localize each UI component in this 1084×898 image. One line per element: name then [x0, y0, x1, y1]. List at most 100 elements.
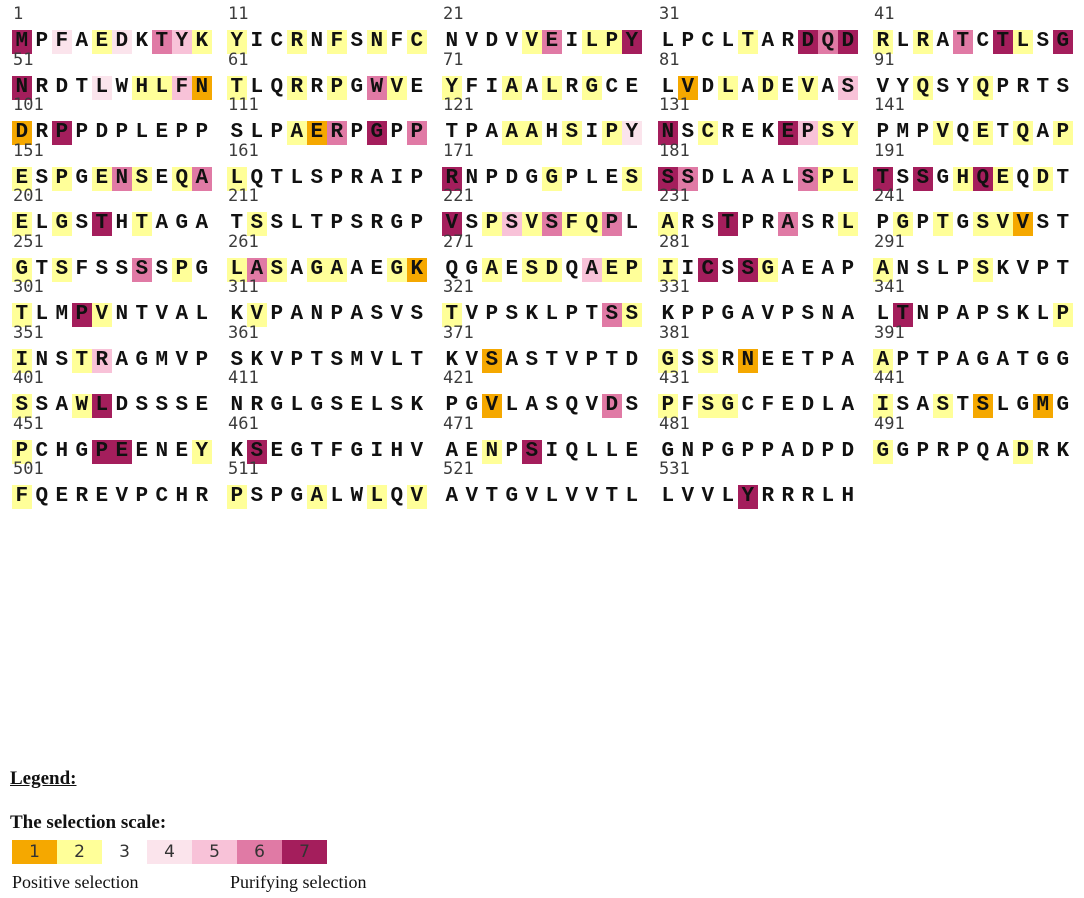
residue: K: [758, 121, 778, 145]
residue: P: [1053, 303, 1073, 327]
position-number: 341: [874, 277, 905, 297]
residue: L: [152, 75, 172, 100]
residue: P: [698, 303, 718, 327]
sequence-block: 131 N S C R E K E P S Y: [650, 91, 858, 153]
sequence-grid: 1 M P F A E D K T Y K 11 Y I C R N F S N F C 21 N V D V V E I L P Y 31 L P C…: [4, 0, 1073, 509]
residue: F: [12, 485, 32, 509]
residue: V: [698, 485, 718, 509]
residue: N: [893, 257, 913, 282]
residue: S: [522, 348, 542, 373]
residue: S: [462, 212, 482, 236]
residue: G: [52, 212, 72, 236]
residue: L: [622, 485, 642, 509]
position-number: 1: [13, 4, 24, 24]
residue: G: [893, 212, 913, 236]
residue: P: [347, 121, 367, 145]
residue: P: [758, 439, 778, 464]
residue: C: [267, 30, 287, 54]
residue: A: [327, 257, 347, 282]
residue: P: [442, 394, 462, 418]
residue: V: [582, 485, 602, 509]
residue: T: [1053, 212, 1073, 236]
residue: A: [582, 257, 602, 282]
sequence-block: 461 K S E G T F G I H V: [219, 410, 427, 472]
residue: E: [798, 257, 818, 282]
residue: L: [582, 166, 602, 191]
sequence-block: 441 I S A S T S L G M G: [865, 364, 1073, 426]
residue: A: [953, 348, 973, 373]
position-number: 461: [228, 413, 259, 434]
sequence-block: 31 L P C L T A R D Q D: [650, 0, 858, 62]
residue: P: [192, 121, 212, 145]
residue: L: [658, 75, 678, 100]
residue: Y: [838, 121, 858, 145]
residue: S: [327, 394, 347, 418]
residue: L: [718, 75, 738, 100]
residue: N: [367, 30, 387, 54]
position-number: 21: [443, 4, 464, 24]
position-number: 491: [874, 413, 905, 434]
residue: T: [267, 166, 287, 191]
residue: Q: [1013, 166, 1033, 191]
position-number: 451: [13, 413, 44, 434]
residue: A: [993, 348, 1013, 373]
residue: P: [913, 212, 933, 236]
sequence-block: 191 T S S G H Q E Q D T: [865, 137, 1073, 199]
residue: G: [873, 439, 893, 464]
residue: V: [798, 75, 818, 100]
residue: G: [582, 75, 602, 100]
scale-swatch-3: 3: [102, 840, 147, 864]
residue: G: [1033, 348, 1053, 373]
positive-selection-label: Positive selection: [12, 872, 139, 892]
position-number: 141: [874, 95, 905, 115]
residue: F: [387, 30, 407, 54]
residue: N: [738, 348, 758, 373]
residue: S: [698, 348, 718, 373]
residue: S: [52, 257, 72, 282]
sequence-block: 381 G S S R N E E T P A: [650, 319, 858, 381]
residue: T: [1033, 75, 1053, 100]
residue: E: [758, 348, 778, 373]
residue: V: [678, 75, 698, 100]
residue: P: [407, 121, 427, 145]
residue: E: [993, 166, 1013, 191]
residue: R: [247, 394, 267, 418]
residue: V: [993, 212, 1013, 236]
residue: Q: [582, 212, 602, 236]
residue: A: [913, 394, 933, 418]
residue: D: [1013, 439, 1033, 464]
position-number: 191: [874, 140, 905, 161]
residue: E: [738, 121, 758, 145]
residue: G: [1053, 348, 1073, 373]
residue: S: [247, 439, 267, 464]
sequence-block: 241 P G P T G S V V S T: [865, 182, 1073, 244]
sequence-block: 201 E L G S T H T A G A: [4, 182, 212, 244]
residue: E: [192, 394, 212, 418]
residue: S: [327, 348, 347, 373]
residue: P: [582, 348, 602, 373]
residue: R: [778, 30, 798, 54]
residue: P: [502, 439, 522, 464]
residue: I: [482, 75, 502, 100]
residue: A: [172, 303, 192, 327]
residue: I: [12, 348, 32, 373]
residue: S: [92, 257, 112, 282]
residue: P: [913, 121, 933, 145]
residue: L: [838, 166, 858, 191]
residue: S: [738, 257, 758, 282]
residue: F: [172, 75, 192, 100]
residue: R: [32, 75, 52, 100]
residue: H: [838, 485, 858, 509]
residue: P: [973, 303, 993, 327]
position-number: 171: [443, 140, 474, 161]
residue: P: [738, 212, 758, 236]
residue: T: [993, 121, 1013, 145]
residue: S: [658, 166, 678, 191]
sequence-block: 391 A P T P A G A T G G: [865, 319, 1073, 381]
residue: S: [562, 121, 582, 145]
residue: P: [112, 121, 132, 145]
residue: A: [838, 394, 858, 418]
residue: W: [367, 75, 387, 100]
residue: P: [953, 439, 973, 464]
residue: F: [678, 394, 698, 418]
